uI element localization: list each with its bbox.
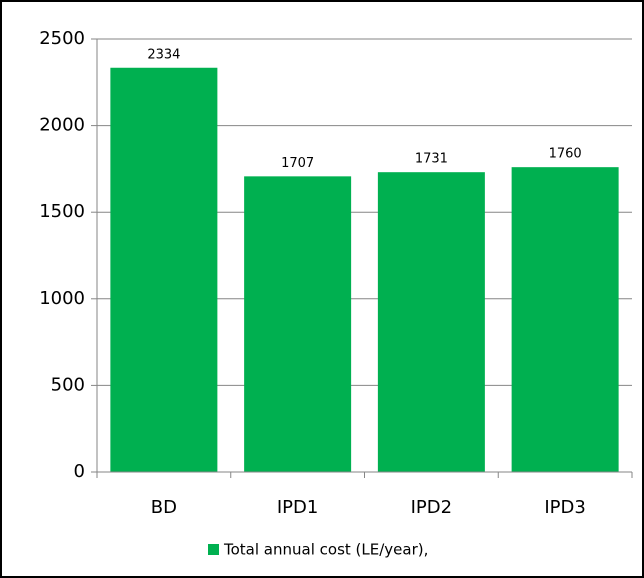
legend-label: Total annual cost (LE/year),: [223, 541, 428, 559]
data-label: 1760: [549, 147, 582, 162]
y-tick-label: 1000: [39, 288, 85, 309]
bar: [244, 176, 352, 472]
x-tick-label: IPD1: [277, 497, 318, 518]
y-tick-label: 1500: [39, 201, 85, 222]
y-tick-label: 2000: [39, 115, 85, 136]
data-label: 1707: [281, 156, 314, 171]
y-tick-label: 2500: [39, 28, 85, 49]
legend-swatch: [208, 544, 219, 555]
y-tick-label: 0: [74, 461, 85, 482]
bar: [110, 67, 218, 473]
bar: [511, 167, 619, 472]
data-label: 2334: [147, 47, 180, 62]
x-tick-label: IPD2: [411, 497, 452, 518]
data-label: 1731: [415, 152, 448, 167]
x-tick-label: IPD3: [544, 497, 585, 518]
x-tick-label: BD: [151, 497, 177, 518]
y-tick-label: 500: [51, 374, 85, 395]
bar: [377, 172, 485, 472]
